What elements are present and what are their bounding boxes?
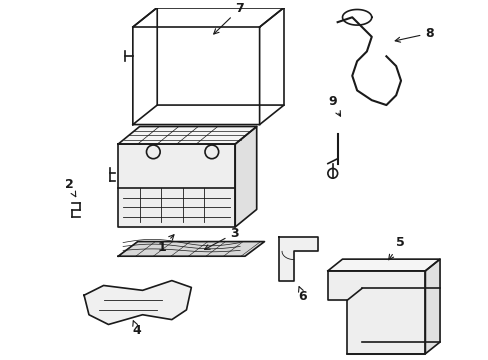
Text: 1: 1 [157,235,174,254]
Polygon shape [425,259,439,354]
Polygon shape [118,242,264,256]
Polygon shape [118,126,256,144]
Text: 4: 4 [133,321,142,337]
Text: 9: 9 [327,95,340,116]
Polygon shape [327,259,439,271]
Polygon shape [118,144,235,227]
Text: 7: 7 [213,3,244,34]
Text: 8: 8 [394,27,433,42]
Text: 2: 2 [64,178,76,197]
Text: 3: 3 [204,227,239,249]
Polygon shape [279,237,318,280]
Text: 6: 6 [298,287,306,303]
Polygon shape [327,271,425,354]
Polygon shape [235,126,256,227]
Text: 5: 5 [388,237,404,260]
Polygon shape [84,280,191,324]
